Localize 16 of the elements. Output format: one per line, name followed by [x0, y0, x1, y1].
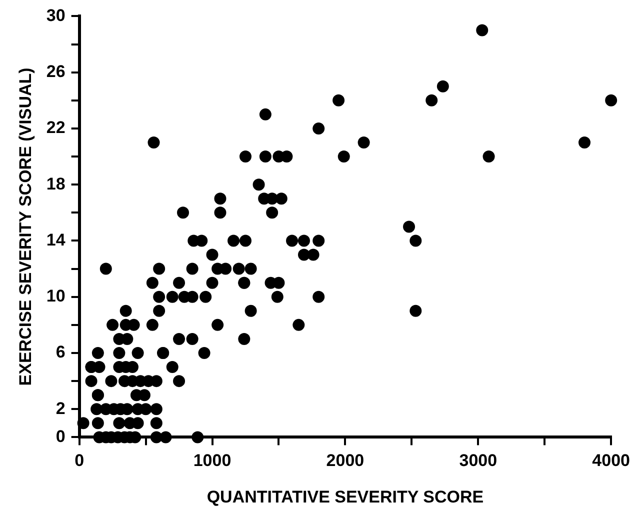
y-axis-title: EXERCISE SEVERITY SCORE (VISUAL) [16, 68, 35, 386]
x-tick-label: 2000 [326, 451, 364, 470]
y-tick-label: 6 [56, 342, 66, 362]
x-axis-title: QUANTITATIVE SEVERITY SCORE [206, 487, 484, 506]
y-tick-label: 22 [46, 118, 66, 138]
y-tick-label: 10 [46, 286, 66, 306]
y-tick-label: 26 [46, 62, 66, 82]
x-tick-label: 1000 [193, 451, 232, 470]
y-tick-label: 2 [56, 398, 66, 418]
y-tick-label: 14 [46, 230, 66, 250]
y-tick-label: 18 [46, 174, 66, 194]
x-tick-label: 3000 [459, 451, 498, 470]
y-tick-label: 0 [56, 426, 66, 446]
y-tick-label: 30 [46, 6, 66, 25]
x-tick-label: 0 [74, 451, 84, 470]
x-tick-label: 4000 [592, 451, 630, 470]
